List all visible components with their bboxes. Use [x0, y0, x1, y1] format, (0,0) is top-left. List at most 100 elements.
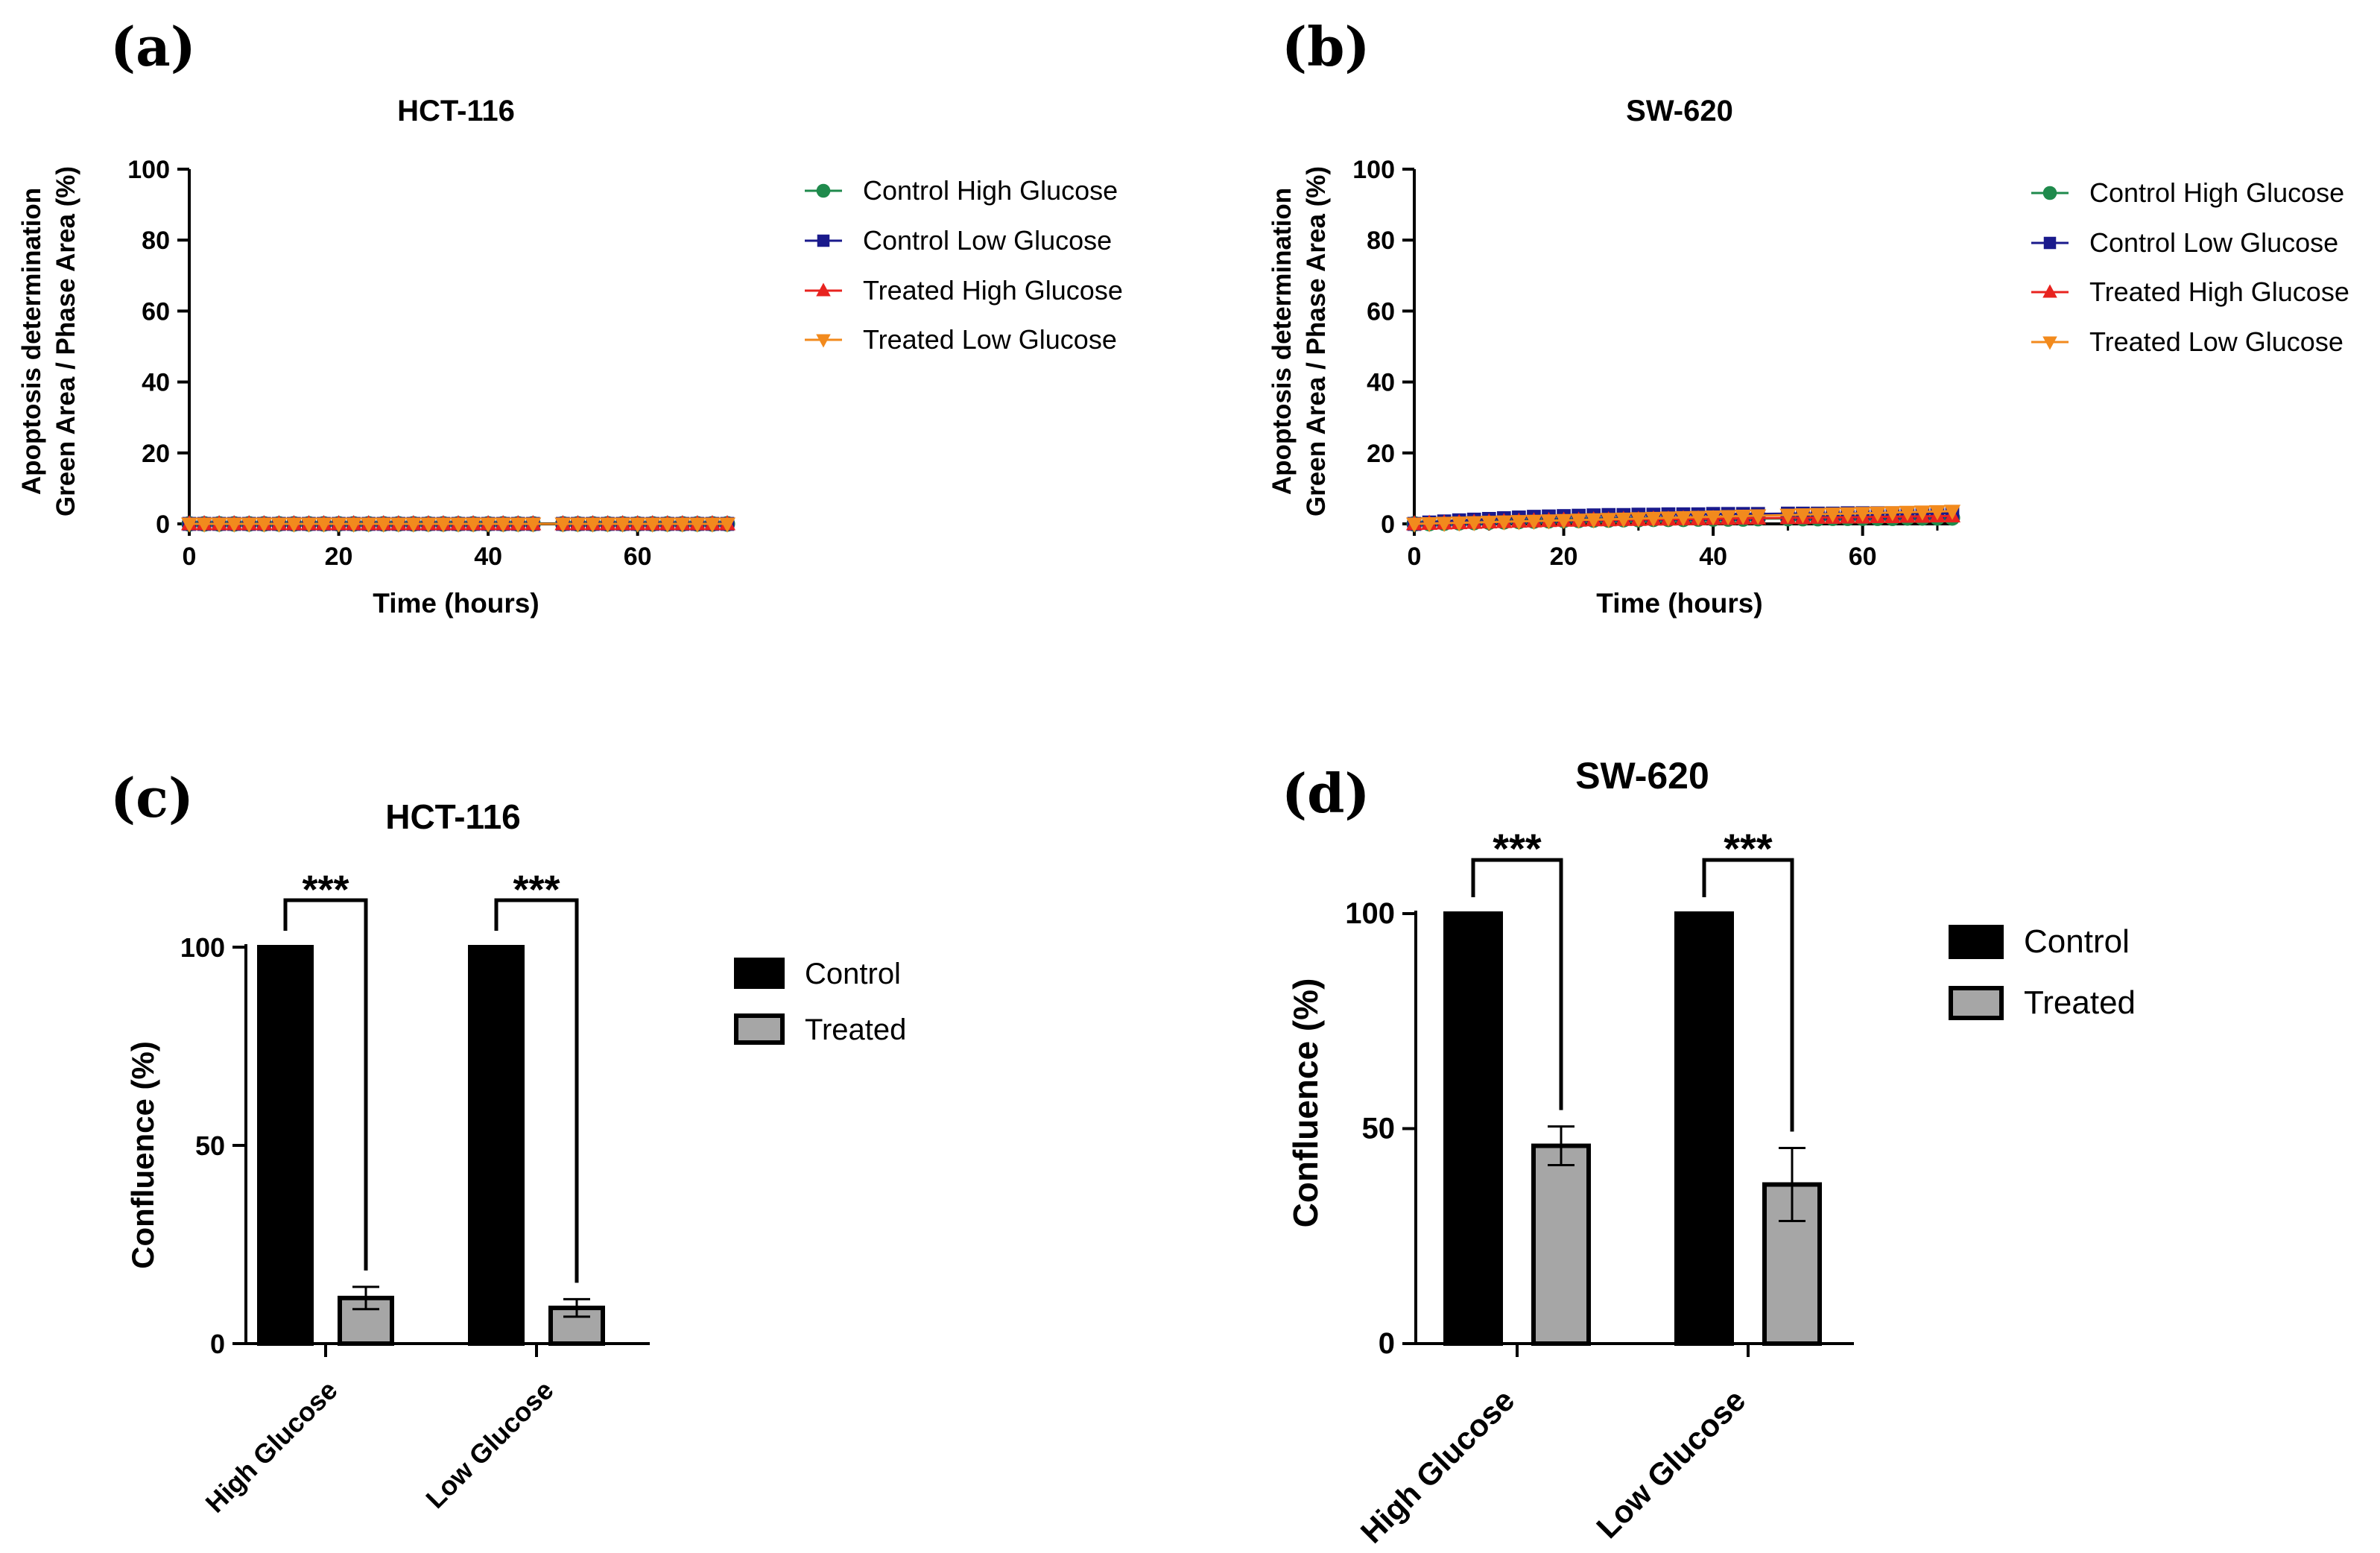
y-tick-label: 100: [127, 156, 170, 184]
data-point-series-4: [1659, 511, 1677, 527]
y-tick-label: 100: [180, 932, 225, 963]
legend-marker-4: [816, 334, 831, 348]
panel-d-title: SW-620: [1575, 755, 1709, 797]
data-point-series-4: [554, 517, 572, 533]
y-tick-label: 0: [210, 1329, 225, 1359]
data-point-series-4: [584, 517, 601, 533]
data-point-series-4: [196, 517, 213, 533]
data-point-series-4: [270, 517, 288, 533]
legend-label-3: Treated High Glucose: [863, 275, 1123, 306]
data-point-series-4: [1735, 510, 1752, 525]
data-point-series-4: [330, 517, 347, 533]
x-tick-label: 20: [1550, 543, 1578, 571]
legend-label-treated: Treated: [2024, 984, 2136, 1021]
y-tick-label: 0: [156, 510, 170, 539]
panel-a-label: (a): [110, 15, 196, 78]
data-point-series-4: [1405, 517, 1423, 533]
data-point-series-4: [315, 517, 332, 533]
data-point-series-4: [375, 517, 392, 533]
y-tick-label: 40: [142, 369, 170, 397]
panel-a-xlabel: Time (hours): [373, 588, 539, 619]
data-point-series-4: [1750, 509, 1767, 525]
legend-label-2: Control Low Glucose: [863, 225, 1112, 256]
data-point-series-4: [1421, 517, 1438, 533]
significance-marker: ***: [513, 867, 560, 912]
data-point-series-4: [510, 517, 527, 533]
data-point-series-4: [1436, 516, 1453, 532]
data-point-series-4: [1555, 513, 1572, 530]
panel-a-plot-area: 0 20 40 60 80 100 0 20 40 60: [127, 156, 736, 571]
panel-c-label: (c): [110, 766, 194, 829]
legend-label-1: Control High Glucose: [2089, 177, 2344, 208]
panel-c-legend: Control Treated: [734, 958, 906, 1046]
panel-b-plot-area: 0 20 40 60 80 100 0 20 40 60: [1352, 156, 1961, 571]
data-point-series-4: [449, 517, 467, 533]
data-point-series-4: [569, 517, 586, 533]
data-point-series-4: [1510, 515, 1528, 531]
data-point-series-4: [180, 517, 198, 533]
data-point-series-4: [300, 517, 317, 533]
data-point-series-4: [1943, 505, 1961, 520]
y-tick-label: 0: [1381, 510, 1395, 539]
data-point-series-4: [1720, 510, 1737, 525]
data-point-series-4: [1615, 512, 1632, 528]
data-point-series-4: [1794, 508, 1811, 524]
data-point-series-4: [1630, 512, 1647, 528]
bar-control-1: [257, 945, 314, 1346]
data-point-series-4: [1645, 511, 1662, 528]
data-point-series-4: [689, 517, 706, 533]
data-point-series-4: [211, 517, 228, 533]
data-point-series-4: [1451, 516, 1468, 532]
data-point-series-4: [629, 517, 646, 533]
legend-marker-2: [2043, 236, 2057, 250]
data-point-series-4: [1899, 505, 1916, 522]
data-point-series-4: [1600, 513, 1617, 528]
legend-label-control: Control: [2024, 923, 2130, 960]
x-category-label: High Glucose: [200, 1375, 344, 1519]
data-point-series-4: [1854, 507, 1871, 522]
panel-a: (a) HCT-116 Time (hours) Apoptosis deter…: [17, 15, 1123, 619]
significance-bracket: [494, 898, 579, 1283]
y-tick-label: 100: [1352, 156, 1395, 184]
data-point-series-4: [1570, 513, 1587, 529]
data-point-series-4: [1481, 516, 1498, 531]
legend-label-treated: Treated: [805, 1013, 906, 1046]
legend-label-2: Control Low Glucose: [2089, 227, 2338, 258]
data-point-series-4: [390, 517, 407, 533]
data-point-series-4: [1914, 505, 1931, 521]
x-tick-label: 60: [1849, 543, 1877, 571]
y-tick-label: 50: [195, 1130, 225, 1161]
y-tick-label: 0: [1379, 1327, 1395, 1360]
data-point-series-4: [525, 517, 542, 533]
significance-bracket: [1702, 858, 1794, 1132]
data-point-series-4: [434, 517, 452, 533]
data-point-series-4: [1869, 506, 1886, 522]
y-tick-label: 40: [1367, 369, 1395, 397]
data-point-series-4: [360, 517, 377, 533]
data-point-series-4: [345, 517, 362, 533]
bar-treated-1: [1531, 1143, 1591, 1346]
legend-label-3: Treated High Glucose: [2089, 276, 2349, 307]
panel-b-title: SW-620: [1626, 95, 1733, 127]
panel-b-ylabel-line1: Apoptosis determination: [1267, 188, 1297, 495]
bar-control-2: [1674, 911, 1734, 1346]
panel-a-legend: Control High Glucose Control Low Glucose T…: [805, 175, 1123, 355]
y-tick-label: 100: [1345, 897, 1395, 930]
y-tick-label: 20: [142, 440, 170, 468]
legend-label-control: Control: [805, 958, 901, 990]
x-tick-label: 0: [1408, 543, 1422, 571]
data-point-series-4: [1674, 510, 1692, 527]
legend-marker-3: [2042, 284, 2057, 298]
legend-marker-2: [817, 234, 830, 247]
panel-c-title: HCT-116: [385, 797, 521, 836]
bar-control-1: [1443, 911, 1503, 1346]
legend-marker-1: [816, 183, 831, 198]
data-point-series-4: [1809, 507, 1826, 524]
x-category-label: High Glucose: [1354, 1382, 1522, 1550]
data-point-series-4: [405, 517, 422, 533]
significance-marker: ***: [1724, 825, 1773, 872]
y-tick-label: 60: [142, 297, 170, 326]
data-point-series-4: [1540, 514, 1557, 530]
data-point-series-4: [420, 517, 437, 533]
x-tick-label: 60: [624, 543, 652, 571]
